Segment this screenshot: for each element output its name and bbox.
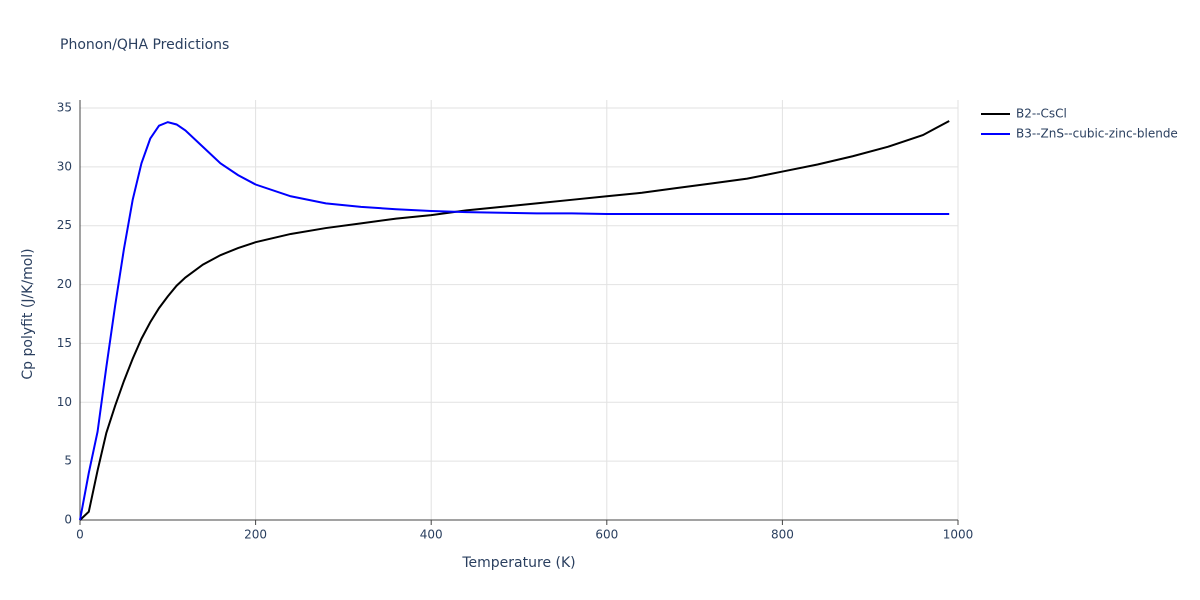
x-tick-label: 1000 [943,528,974,542]
x-tick-label: 600 [595,528,618,542]
chart-title: Phonon/QHA Predictions [60,37,229,53]
y-tick-label: 25 [57,218,72,232]
y-tick-label: 15 [57,336,72,350]
y-tick-label: 35 [57,101,72,115]
y-tick-label: 0 [64,513,72,527]
y-tick-label: 30 [57,159,72,173]
x-tick-label: 0 [76,528,84,542]
y-tick-label: 10 [57,395,72,409]
x-tick-label: 400 [420,528,443,542]
series-line [79,121,950,521]
y-axis-label: Cp polyfit (J/K/mol) [20,248,36,379]
x-tick-label: 200 [244,528,267,542]
x-tick-label: 800 [771,528,794,542]
y-tick-label: 5 [64,454,72,468]
x-axis-label: Temperature (K) [461,555,575,571]
series-line [79,120,950,521]
legend-label: B3--ZnS--cubic-zinc-blende [1016,127,1178,141]
legend-label: B2--CsCl [1016,107,1067,121]
y-tick-label: 20 [57,277,72,291]
